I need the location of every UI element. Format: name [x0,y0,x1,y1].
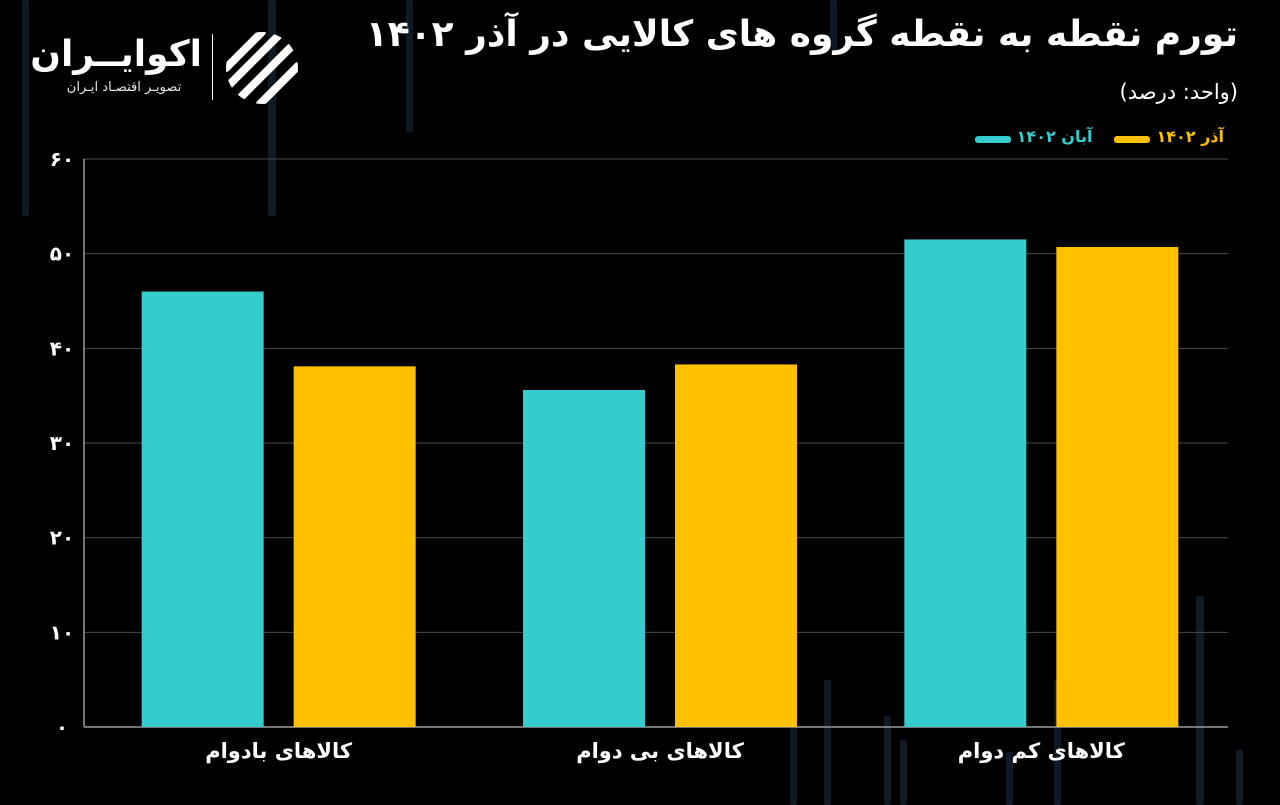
bars [141,239,1179,728]
legend-swatch-aban [974,136,1011,143]
y-tick-label: ۵۰ [50,242,74,266]
legend-item-aban: آبان ۱۴۰۲ [974,127,1093,146]
y-tick-label: ۴۰ [50,336,74,360]
brand-name: اکوایــران [30,34,202,75]
brand-logo: اکوایــران تصویـر اقتصـاد ایـران [30,30,306,110]
legend-label-aban: آبان ۱۴۰۲ [1016,127,1093,146]
bar [523,389,645,727]
bar [1056,247,1179,728]
background-candle [1196,596,1204,805]
bar [293,366,416,727]
background-candle [884,716,891,805]
chart-legend: آذر ۱۴۰۲ آبان ۱۴۰۲ [974,127,1224,146]
y-tick-label: ۰ [56,715,68,739]
legend-label-azar: آذر ۱۴۰۲ [1156,127,1224,146]
background-candle [1236,750,1243,805]
grid-lines [83,158,1228,728]
background-candle [406,0,413,132]
bar [675,364,797,727]
y-tick-label: ۶۰ [50,147,74,171]
brand-tagline: تصویـر اقتصـاد ایـران [66,80,182,95]
bar [141,291,264,727]
background-candle [824,680,831,805]
legend-swatch-azar [1114,136,1151,143]
background-candle [22,0,29,216]
x-axis-categories: کالاهای بادوام کالاهای بی دوام کالاهای کم … [205,739,1125,763]
y-tick-label: ۲۰ [50,526,74,550]
background-candle [790,716,797,805]
y-axis-ticks: ۰ ۱۰ ۲۰ ۳۰ ۴۰ ۵۰ ۶۰ [50,147,74,739]
x-category-label: کالاهای کم دوام [958,739,1126,763]
chart-unit-subtitle: (واحد: درصد) [1119,80,1238,104]
y-tick-label: ۳۰ [50,431,74,455]
logo-divider [212,34,213,100]
background-candle [268,0,276,216]
background-candle [1006,752,1013,805]
x-category-label: کالاهای بی دوام [576,739,744,763]
legend-item-azar: آذر ۱۴۰۲ [1114,127,1224,146]
bar [904,239,1027,727]
y-tick-label: ۱۰ [50,620,74,644]
background-candle [830,0,837,50]
brand-mark-icon [226,32,298,104]
x-category-label: کالاهای بادوام [205,739,353,763]
chart-title: تورم نقطه به نقطه گروه های کالایی در آذر… [365,14,1238,55]
background-candle [900,740,907,805]
